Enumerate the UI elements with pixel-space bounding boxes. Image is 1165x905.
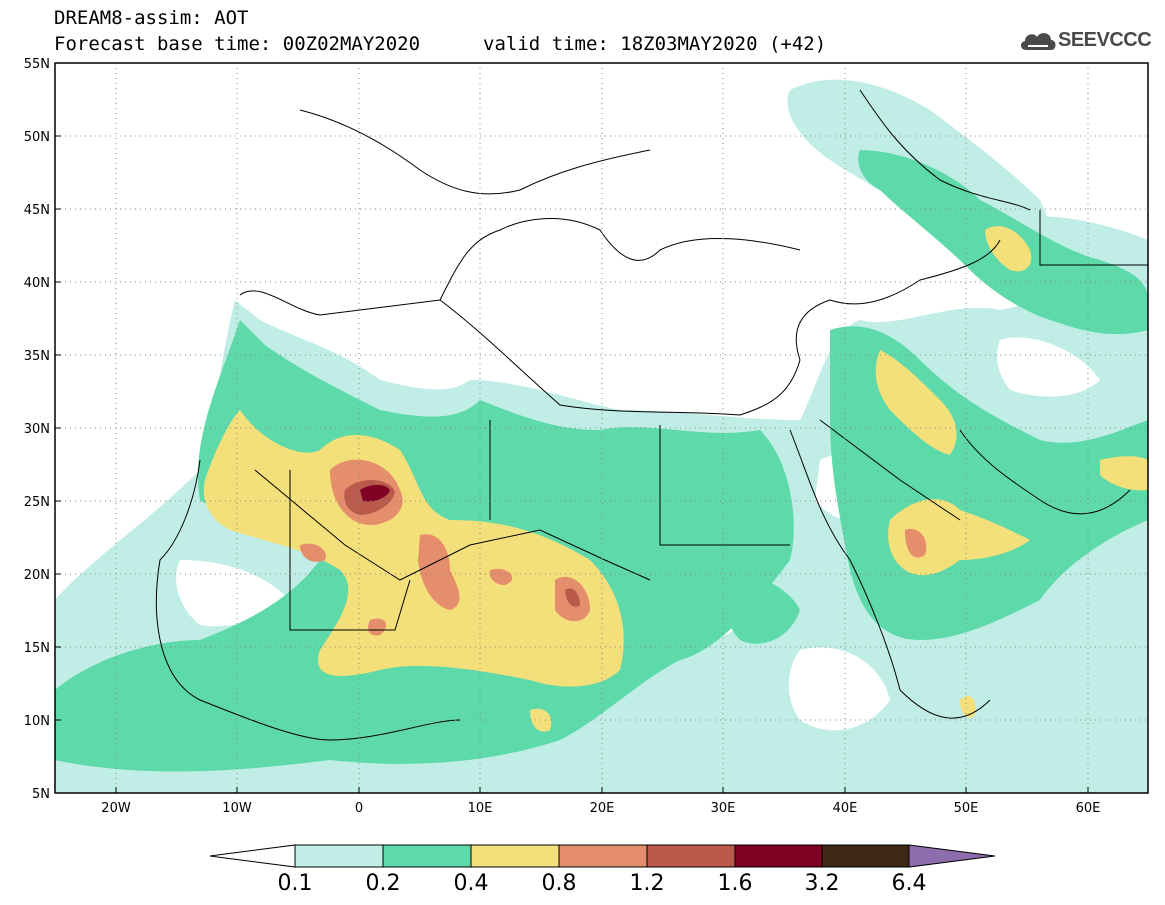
colorbar (209, 844, 996, 868)
colorbar-swatch (646, 844, 736, 868)
lon-label: 60E (1076, 801, 1101, 816)
aot-contours (55, 79, 1148, 793)
logo-text: SEEVCCC (1058, 29, 1152, 51)
colorbar-swatch (294, 844, 384, 868)
lat-label: 40N (24, 276, 50, 291)
colorbar-over-arrow (908, 844, 996, 868)
lat-label: 15N (24, 641, 50, 656)
colorbar-label: 0.8 (541, 871, 577, 896)
lat-label: 25N (24, 495, 50, 510)
lat-tick-labels: 55N 50N 45N 40N 35N 30N 25N 20N 15N 10N … (24, 57, 50, 802)
lat-label: 20N (24, 568, 50, 583)
lat-label: 10N (24, 714, 50, 729)
lon-label: 10W (222, 801, 252, 816)
lon-label: 10E (468, 801, 493, 816)
lon-label: 30E (711, 801, 736, 816)
lat-label: 30N (24, 422, 50, 437)
colorbar-label: 3.2 (804, 871, 840, 896)
colorbar-swatch (821, 844, 910, 868)
map-title: DREAM8-assim: AOT (54, 7, 249, 29)
cloud-icon (1020, 33, 1056, 50)
lon-tick-labels: 20W 10W 0 10E 20E 30E 40E 50E 60E (101, 801, 1100, 816)
coastlines (155, 89, 1148, 741)
lon-label: 20E (590, 801, 615, 816)
colorbar-label: 0.1 (277, 871, 313, 896)
colorbar-swatch (734, 844, 823, 868)
aot-level-0.4 (203, 226, 1148, 732)
graticule (55, 63, 1148, 793)
aot-level-1.6 (360, 484, 390, 502)
colorbar-swatch (382, 844, 472, 868)
lon-label: 40E (833, 801, 858, 816)
colorbar-label: 6.4 (891, 871, 927, 896)
colorbar-label: 1.6 (717, 871, 753, 896)
lon-label: 0 (355, 801, 363, 816)
colorbar-swatch (558, 844, 648, 868)
colorbar-label: 1.2 (629, 871, 665, 896)
lon-label: 50E (954, 801, 979, 816)
colorbar-swatch (470, 844, 560, 868)
lat-label: 45N (24, 203, 50, 218)
valid-time: valid time: 18Z03MAY2020 (+42) (483, 33, 827, 55)
lat-label: 55N (24, 57, 50, 72)
lat-label: 5N (32, 787, 50, 802)
lat-label: 50N (24, 130, 50, 145)
lat-label: 35N (24, 349, 50, 364)
colorbar-label: 0.2 (365, 871, 401, 896)
colorbar-label: 0.4 (453, 871, 489, 896)
colorbar-under-arrow (209, 844, 296, 868)
axis-ticks (55, 62, 1089, 794)
forecast-base-time: Forecast base time: 00Z02MAY2020 (54, 33, 421, 55)
lon-label: 20W (101, 801, 131, 816)
